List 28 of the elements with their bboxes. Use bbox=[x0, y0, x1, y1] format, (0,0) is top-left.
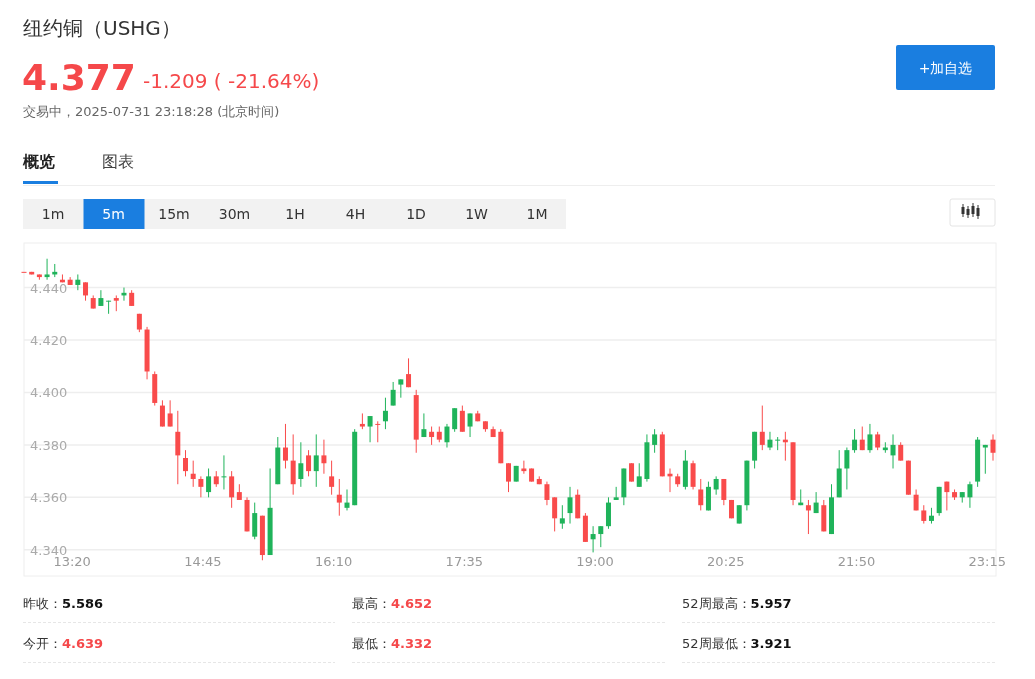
text: 概览 bbox=[22, 152, 55, 171]
text: -1.209 ( -21.64%) bbox=[143, 69, 320, 93]
text: 图表 bbox=[102, 152, 134, 171]
text: 5.957 bbox=[750, 596, 792, 611]
text: 52周最低： bbox=[682, 636, 751, 651]
title: 纽约铜（USHG） bbox=[23, 16, 181, 40]
text: 4.652 bbox=[391, 596, 433, 611]
text: 1m bbox=[41, 206, 65, 222]
text: 1W bbox=[465, 206, 489, 222]
subtitle: 交易中，2025-07-31 23:18:28 (北京时间) bbox=[23, 104, 280, 119]
text: 最高： bbox=[352, 596, 391, 611]
text: +加自选 bbox=[918, 60, 973, 76]
text: 52周最高： bbox=[682, 596, 751, 611]
text: 15m bbox=[158, 206, 190, 222]
text: 最低： bbox=[352, 636, 391, 651]
text: 昨收： bbox=[23, 596, 62, 611]
text: 1D bbox=[406, 206, 426, 222]
text: 4H bbox=[345, 206, 366, 222]
text: 5.586 bbox=[62, 596, 104, 611]
text: 5m bbox=[102, 206, 125, 222]
text: 1M bbox=[526, 206, 548, 222]
text: 4.639 bbox=[62, 636, 104, 651]
text: 4.332 bbox=[391, 636, 433, 651]
text: 1H bbox=[285, 206, 305, 222]
text: 30m bbox=[218, 206, 251, 222]
text: 今开： bbox=[23, 636, 62, 651]
text: 4.377 bbox=[22, 57, 136, 98]
text: 3.921 bbox=[750, 636, 792, 651]
